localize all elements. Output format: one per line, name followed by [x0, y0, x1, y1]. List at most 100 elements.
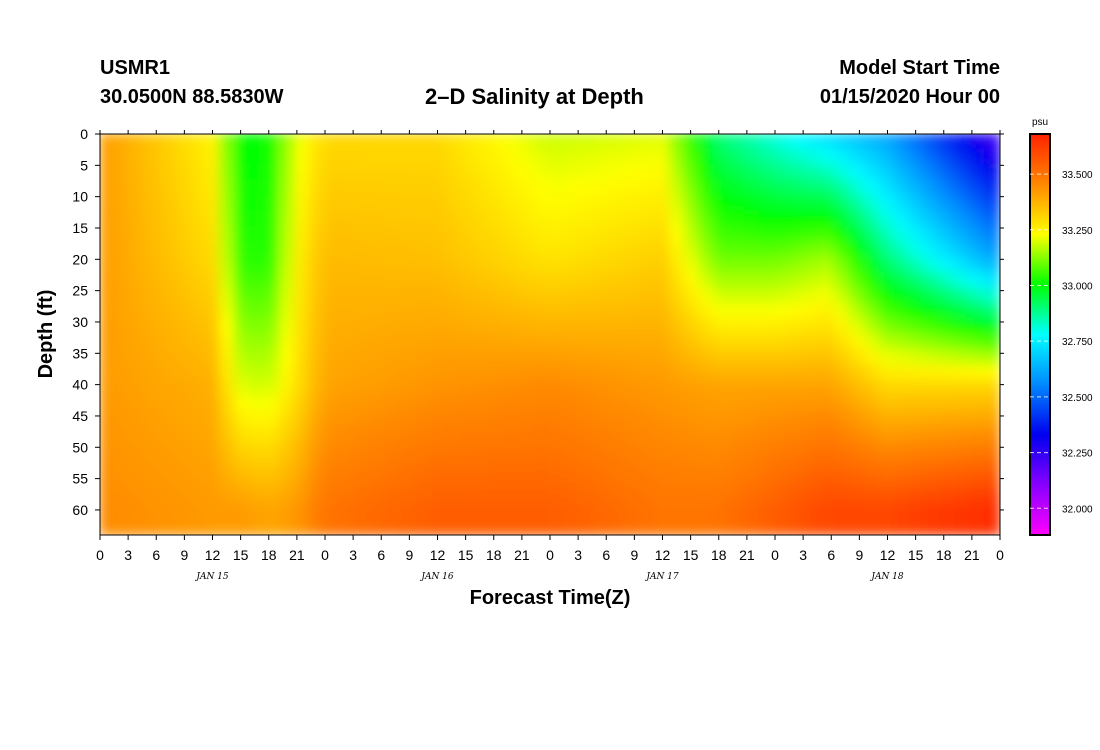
heatmap-cell	[189, 364, 206, 382]
heatmap-cell	[384, 456, 401, 475]
heatmap-cell	[174, 194, 191, 213]
heatmap-cell	[609, 348, 626, 367]
heatmap-cell	[834, 503, 851, 521]
heatmap-cell	[174, 318, 191, 336]
heatmap-cell	[804, 271, 821, 290]
heatmap-cell	[444, 148, 461, 166]
heatmap-cell	[354, 179, 371, 197]
heatmap-cell	[624, 163, 641, 182]
heatmap-cell	[339, 487, 356, 506]
heatmap-cell	[339, 163, 356, 182]
heatmap-cell	[894, 225, 911, 243]
heatmap-cell	[294, 287, 311, 305]
heatmap-cell	[654, 410, 671, 428]
heatmap-cell	[654, 134, 671, 151]
heatmap-cell	[159, 287, 176, 305]
heatmap-cell	[879, 518, 896, 535]
heatmap-cell	[249, 333, 266, 351]
heatmap-cell	[879, 287, 896, 305]
heatmap-cell	[759, 194, 776, 213]
heatmap-cell	[204, 225, 221, 243]
heatmap-cell	[849, 287, 866, 305]
heatmap-cell	[714, 225, 731, 243]
heatmap-cell	[279, 456, 296, 475]
heatmap-cell	[534, 225, 551, 243]
heatmap-cell	[699, 210, 716, 228]
heatmap-cell	[654, 241, 671, 259]
heatmap-cell	[549, 333, 566, 351]
heatmap-cell	[924, 271, 941, 290]
heatmap-cell	[594, 456, 611, 475]
heatmap-cell	[519, 395, 536, 413]
heatmap-cell	[834, 364, 851, 382]
heatmap-cell	[429, 163, 446, 182]
heatmap-cell	[504, 271, 521, 290]
heatmap-cell	[414, 256, 431, 274]
heatmap-cell	[639, 364, 656, 382]
heatmap-cell	[939, 441, 956, 459]
heatmap-cell	[609, 441, 626, 459]
heatmap-cell	[984, 318, 1000, 336]
heatmap-cell	[414, 225, 431, 243]
heatmap-cell	[564, 487, 581, 506]
heatmap-cell	[129, 318, 146, 336]
heatmap-cell	[729, 472, 746, 490]
heatmap-cell	[699, 364, 716, 382]
heatmap-cell	[294, 179, 311, 197]
heatmap-cell	[100, 318, 116, 336]
heatmap-cell	[504, 256, 521, 274]
heatmap-cell	[969, 472, 986, 490]
heatmap-cell	[624, 287, 641, 305]
heatmap-cell	[744, 194, 761, 213]
heatmap-cell	[669, 503, 686, 521]
heatmap-cell	[234, 302, 251, 321]
heatmap-cell	[369, 302, 386, 321]
heatmap-cell	[564, 302, 581, 321]
y-tick-label: 10	[72, 189, 88, 205]
heatmap-cell	[924, 503, 941, 521]
heatmap-cell	[564, 348, 581, 367]
heatmap-cell	[729, 210, 746, 228]
heatmap-cell	[954, 410, 971, 428]
x-tick-label: 9	[855, 547, 863, 563]
heatmap-cell	[399, 410, 416, 428]
heatmap-cell	[924, 364, 941, 382]
heatmap-cell	[309, 287, 326, 305]
heatmap-cell	[399, 256, 416, 274]
heatmap-cell	[864, 256, 881, 274]
heatmap-cell	[459, 364, 476, 382]
heatmap-cell	[639, 379, 656, 398]
heatmap-cell	[339, 395, 356, 413]
heatmap-cell	[834, 134, 851, 151]
heatmap-cell	[549, 318, 566, 336]
heatmap-cell	[189, 395, 206, 413]
heatmap-cell	[729, 256, 746, 274]
heatmap-cell	[564, 426, 581, 444]
heatmap-cell	[909, 271, 926, 290]
heatmap-cell	[624, 395, 641, 413]
heatmap-cell	[564, 256, 581, 274]
heatmap-cell	[879, 179, 896, 197]
heatmap-cell	[100, 271, 116, 290]
heatmap-cell	[159, 426, 176, 444]
heatmap-cell	[714, 487, 731, 506]
heatmap-cell	[174, 518, 191, 535]
x-tick-label: 21	[289, 547, 305, 563]
heatmap-cell	[429, 472, 446, 490]
heatmap-cell	[114, 379, 131, 398]
heatmap-cell	[714, 426, 731, 444]
heatmap-cell	[189, 163, 206, 182]
heatmap-cell	[429, 364, 446, 382]
heatmap-cell	[234, 333, 251, 351]
heatmap-cell	[234, 256, 251, 274]
heatmap-cell	[204, 472, 221, 490]
heatmap-cell	[429, 395, 446, 413]
heatmap-cell	[594, 163, 611, 182]
heatmap-cell	[924, 194, 941, 213]
heatmap-cell	[954, 210, 971, 228]
heatmap-cell	[309, 271, 326, 290]
heatmap-cell	[984, 426, 1000, 444]
heatmap-cell	[729, 333, 746, 351]
heatmap-cell	[204, 241, 221, 259]
heatmap-cell	[984, 379, 1000, 398]
